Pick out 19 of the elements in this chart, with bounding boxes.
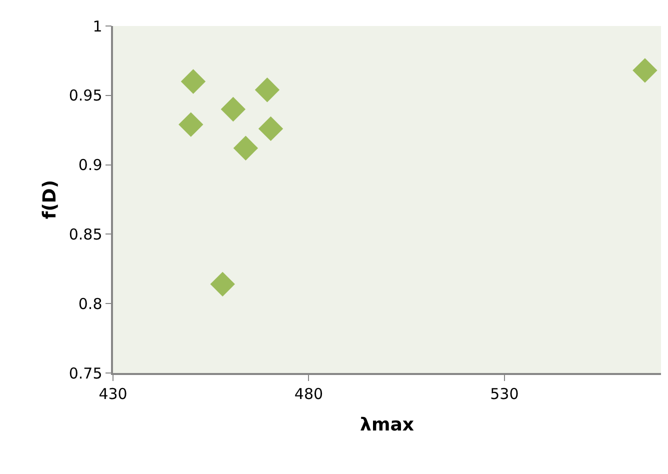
point — [178, 112, 204, 137]
y-tick-label: 1 — [92, 17, 102, 36]
y-tick-label: 0.9 — [78, 156, 102, 174]
point — [254, 78, 280, 102]
y-tick-label: 0.75 — [68, 364, 102, 382]
y-tick-label: 0.85 — [68, 225, 102, 244]
x-tick-label: 530 — [490, 384, 519, 403]
point — [258, 116, 284, 142]
point — [220, 96, 246, 122]
x-axis-title: λmax — [360, 414, 414, 436]
point — [210, 272, 235, 297]
point — [180, 69, 206, 94]
point — [233, 136, 258, 160]
x-tick-label: 430 — [98, 384, 128, 403]
y-axis-title: f(D) — [40, 180, 61, 220]
point — [632, 58, 658, 83]
x-tick-label: 480 — [294, 384, 324, 403]
y-tick-label: 0.95 — [68, 86, 102, 105]
y-tick-label: 0.8 — [78, 294, 102, 313]
